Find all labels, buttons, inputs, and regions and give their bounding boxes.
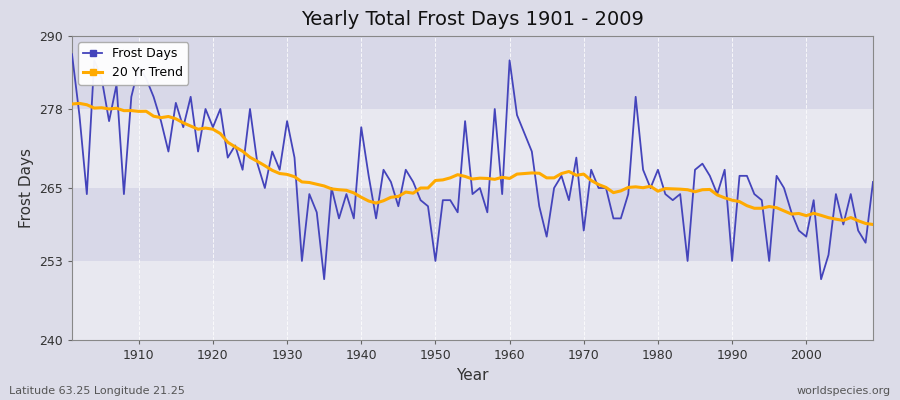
Title: Yearly Total Frost Days 1901 - 2009: Yearly Total Frost Days 1901 - 2009	[302, 10, 644, 29]
Bar	[72, 261, 873, 340]
Legend: Frost Days, 20 Yr Trend: Frost Days, 20 Yr Trend	[78, 42, 188, 84]
Bar	[72, 109, 873, 188]
Y-axis label: Frost Days: Frost Days	[19, 148, 33, 228]
X-axis label: Year: Year	[456, 368, 489, 382]
Text: worldspecies.org: worldspecies.org	[796, 386, 891, 396]
Bar	[72, 188, 873, 261]
Bar	[72, 36, 873, 109]
Text: Latitude 63.25 Longitude 21.25: Latitude 63.25 Longitude 21.25	[9, 386, 184, 396]
